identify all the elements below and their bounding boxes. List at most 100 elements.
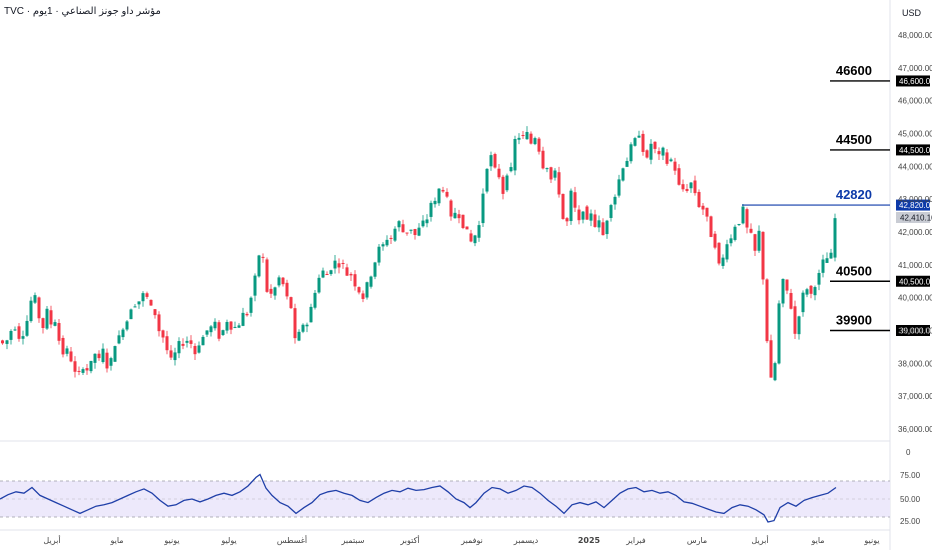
level-price-tag bbox=[896, 325, 930, 336]
candle bbox=[557, 166, 561, 198]
level-44500[interactable]: 44500 44,500.00 bbox=[830, 132, 932, 156]
candle-body bbox=[629, 144, 633, 162]
price-tick: 36,000.00 bbox=[898, 425, 932, 434]
candle-body bbox=[709, 216, 713, 237]
candle-body bbox=[49, 310, 53, 325]
candle-body bbox=[733, 226, 737, 240]
candle bbox=[573, 186, 577, 212]
candle-body bbox=[613, 196, 617, 205]
candle-body bbox=[521, 135, 525, 137]
candle bbox=[81, 367, 85, 376]
price-tick: 48,000.00 bbox=[898, 31, 932, 40]
candle-body bbox=[605, 220, 609, 235]
candle-body bbox=[757, 230, 761, 251]
candle-body bbox=[349, 273, 353, 276]
candle-body bbox=[637, 135, 641, 138]
candle bbox=[665, 148, 669, 166]
level-40500[interactable]: 40500 40,500.00 bbox=[830, 263, 932, 287]
candle-body bbox=[797, 316, 801, 335]
candle-body bbox=[713, 233, 717, 248]
candle-body bbox=[397, 221, 401, 228]
currency-label[interactable]: USD bbox=[902, 8, 922, 18]
candle bbox=[209, 325, 213, 337]
candle-body bbox=[409, 229, 413, 231]
candle bbox=[797, 315, 801, 340]
level-46600[interactable]: 46600 46,600.00 bbox=[830, 63, 932, 87]
level-39900[interactable]: 39900 39,000.00 bbox=[830, 313, 932, 337]
time-label: فبراير bbox=[625, 536, 646, 545]
candle-body bbox=[293, 308, 297, 339]
candle-body bbox=[21, 336, 25, 339]
candle-body bbox=[585, 206, 589, 220]
candle-body bbox=[437, 188, 441, 204]
candle bbox=[281, 276, 285, 287]
candle bbox=[213, 318, 217, 331]
candle bbox=[317, 274, 321, 294]
candle-body bbox=[193, 345, 197, 355]
levels-layer[interactable]: 46600 46,600.00 44500 44,500.00 42820 42,820.… bbox=[742, 63, 932, 336]
candle bbox=[285, 279, 289, 300]
candle bbox=[609, 203, 613, 222]
candle bbox=[585, 204, 589, 220]
candle-body bbox=[237, 325, 241, 328]
candle bbox=[45, 306, 49, 330]
candle-body bbox=[477, 225, 481, 238]
time-label: مايو bbox=[109, 536, 123, 545]
candle bbox=[33, 292, 37, 305]
candle bbox=[657, 147, 661, 160]
candle-body bbox=[593, 214, 597, 227]
candle-body bbox=[573, 192, 577, 208]
candle-body bbox=[57, 323, 61, 341]
candle-body bbox=[301, 324, 305, 332]
candle bbox=[253, 273, 257, 302]
candle-body bbox=[805, 289, 809, 295]
price-tick: 46,000.00 bbox=[898, 97, 932, 106]
candle bbox=[105, 348, 109, 373]
candle-body bbox=[117, 335, 121, 344]
candle bbox=[277, 275, 281, 288]
level-price-tag bbox=[896, 199, 930, 211]
price-tick: 44,000.00 bbox=[898, 162, 932, 171]
price-axis[interactable]: 48,000.00 47,000.00 46,000.00 45,000.00 44,0… bbox=[898, 31, 932, 434]
candle-body bbox=[489, 155, 493, 167]
price-tick: 43,000.00 bbox=[898, 195, 932, 204]
candle bbox=[137, 301, 141, 309]
time-label: يونيو bbox=[863, 536, 879, 545]
candle-body bbox=[249, 297, 253, 313]
candle-body bbox=[77, 370, 81, 372]
candle bbox=[761, 231, 765, 285]
candle-body bbox=[69, 351, 73, 362]
time-label: يونيو bbox=[163, 536, 179, 545]
candle bbox=[177, 337, 181, 359]
candle-body bbox=[257, 255, 261, 277]
candle-body bbox=[277, 277, 281, 286]
candle-body bbox=[813, 287, 817, 296]
candle-body bbox=[693, 180, 697, 194]
level-42820[interactable]: 42820 42,820.00 bbox=[742, 187, 932, 211]
time-label: يوليو bbox=[220, 536, 236, 545]
candle bbox=[193, 343, 197, 361]
candle-body bbox=[105, 352, 109, 369]
candle bbox=[805, 287, 809, 298]
candle bbox=[345, 263, 349, 277]
current-price-label: 42,410.10 bbox=[900, 214, 932, 223]
candle bbox=[73, 356, 77, 378]
candle bbox=[833, 213, 837, 262]
candle bbox=[189, 335, 193, 349]
level-price-tag bbox=[896, 275, 930, 287]
candle bbox=[377, 244, 381, 266]
rsi-tick: 50.00 bbox=[900, 495, 921, 504]
time-axis[interactable]: أبريل مايو يونيو يوليو أغسطس سبتمبر أكتوبر نوفم… bbox=[43, 535, 879, 545]
candle bbox=[689, 181, 693, 193]
level-price-tag-text: 40,500.00 bbox=[899, 277, 932, 286]
candle bbox=[201, 335, 205, 346]
candle-body bbox=[197, 345, 201, 353]
candle-body bbox=[33, 295, 37, 303]
candle bbox=[493, 152, 497, 169]
candle-body bbox=[389, 237, 393, 239]
candle bbox=[705, 207, 709, 222]
candle bbox=[437, 188, 441, 206]
candle-body bbox=[125, 321, 129, 330]
candle-body bbox=[13, 329, 17, 331]
